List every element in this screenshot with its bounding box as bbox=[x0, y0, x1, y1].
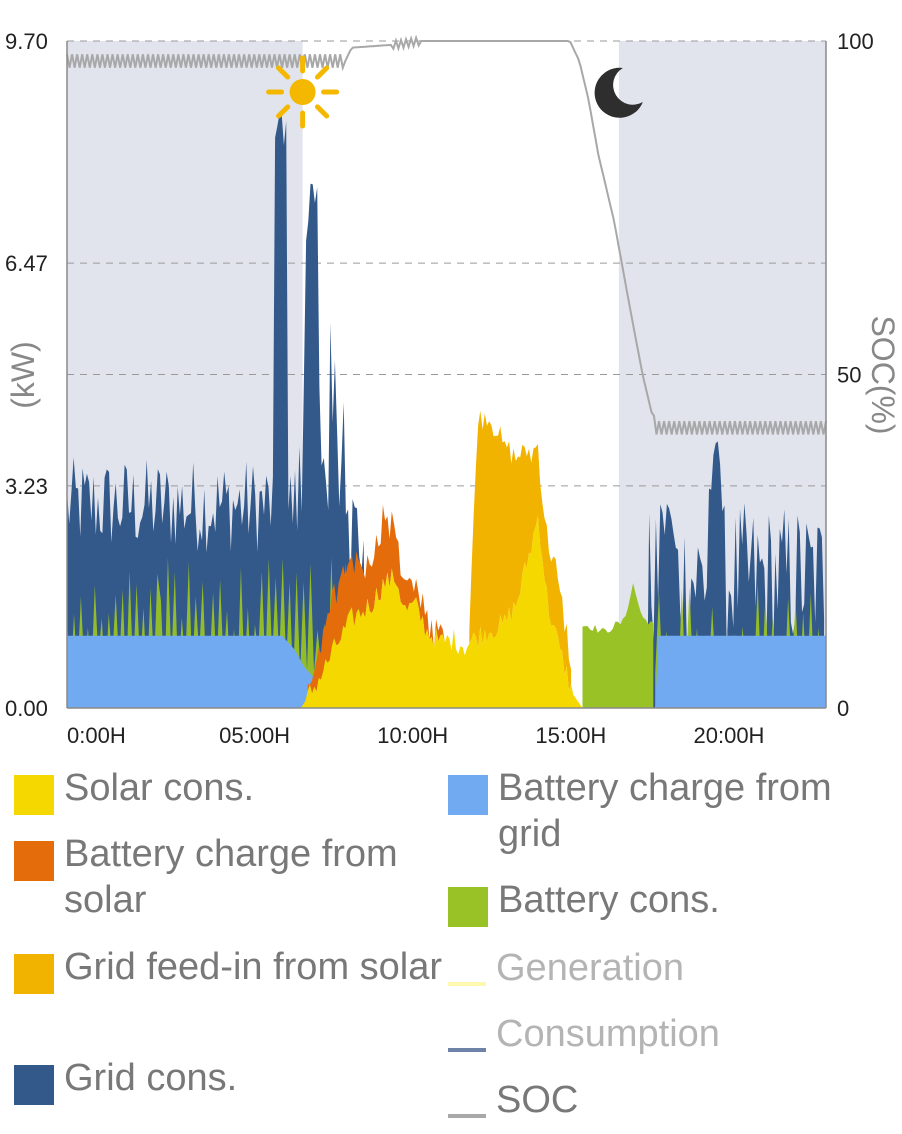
energy-chart: 0.00 3.23 6.47 9.70 0 50 100 0:00H 05:00H 10:00H 1… bbox=[5, 29, 901, 748]
axes bbox=[66, 41, 827, 709]
axis-labels: 0.00 3.23 6.47 9.70 0 50 100 0:00H 05:00H 10:00H 1… bbox=[5, 29, 901, 748]
legend-item-soc[interactable]: SOC bbox=[448, 1077, 578, 1123]
legend-swatch-solar-cons bbox=[14, 775, 54, 815]
legend-item-battery-charge-from-grid[interactable]: Battery charge from grid bbox=[448, 765, 888, 857]
sun-icon-ray-3 bbox=[276, 104, 291, 119]
area-battery-charge-from-solar bbox=[307, 504, 445, 694]
legend: Solar cons. Battery charge from solar Gr… bbox=[0, 755, 902, 1134]
y-right-tick-50: 50 bbox=[837, 363, 861, 388]
y-left-tick-0.00: 0.00 bbox=[5, 696, 48, 721]
y-right-tick-100: 100 bbox=[837, 29, 874, 54]
legend-label-soc: SOC bbox=[496, 1079, 579, 1121]
legend-item-generation[interactable]: Generation bbox=[448, 945, 684, 991]
legend-line-consumption bbox=[448, 1048, 486, 1052]
legend-swatch-battery-charge-from-grid bbox=[448, 775, 488, 815]
chart-areas bbox=[67, 113, 826, 709]
x-tick-10:00H: 10:00H bbox=[377, 723, 448, 748]
chart-icons bbox=[266, 55, 643, 129]
legend-label-grid-feed-in-from-solar: Grid feed-in from solar bbox=[64, 946, 443, 988]
legend-item-grid-feed-in-from-solar[interactable]: Grid feed-in from solar bbox=[14, 944, 444, 994]
legend-label-battery-charge-from-grid: Battery charge from grid bbox=[498, 767, 832, 855]
area-battery-charge-from-grid bbox=[67, 635, 826, 708]
sun-icon-disc bbox=[289, 79, 316, 105]
legend-swatch-battery-cons bbox=[448, 887, 488, 927]
x-tick-20:00H: 20:00H bbox=[694, 723, 765, 748]
area-solar-cons bbox=[301, 515, 583, 708]
sun-icon-ray-5 bbox=[276, 65, 291, 80]
legend-item-battery-charge-from-solar[interactable]: Battery charge from solar bbox=[14, 831, 444, 923]
moon-icon bbox=[594, 67, 643, 118]
sun-icon-ray-1 bbox=[314, 104, 330, 119]
x-tick-05:00H: 05:00H bbox=[219, 723, 290, 748]
sun-icon bbox=[266, 55, 340, 129]
legend-label-battery-charge-from-solar: Battery charge from solar bbox=[64, 833, 398, 921]
legend-swatch-battery-charge-from-solar bbox=[14, 841, 54, 881]
y-left-tick-9.70: 9.70 bbox=[5, 29, 48, 54]
x-tick-0:00H: 0:00H bbox=[67, 723, 126, 748]
legend-label-grid-cons: Grid cons. bbox=[64, 1057, 238, 1099]
legend-item-battery-cons[interactable]: Battery cons. bbox=[448, 877, 720, 927]
y-left-tick-3.23: 3.23 bbox=[5, 474, 48, 499]
legend-item-consumption[interactable]: Consumption bbox=[448, 1011, 720, 1057]
y-right-tick-0: 0 bbox=[837, 696, 849, 721]
legend-item-solar-cons[interactable]: Solar cons. bbox=[14, 765, 254, 815]
x-tick-15:00H: 15:00H bbox=[535, 723, 606, 748]
soc-line bbox=[66, 34, 827, 435]
legend-line-generation bbox=[448, 982, 486, 986]
legend-label-consumption: Consumption bbox=[496, 1013, 720, 1055]
legend-label-generation: Generation bbox=[496, 947, 685, 989]
area-battery-cons-afternoon bbox=[582, 583, 654, 708]
legend-label-solar-cons: Solar cons. bbox=[64, 767, 255, 809]
soc-line-group bbox=[66, 34, 827, 435]
y-left-axis-title: (kW) bbox=[5, 341, 41, 409]
legend-swatch-grid-cons bbox=[14, 1065, 54, 1105]
area-grid-feed-in-from-solar bbox=[469, 410, 572, 691]
legend-swatch-grid-feed-in-from-solar bbox=[14, 954, 54, 994]
y-left-tick-6.47: 6.47 bbox=[5, 251, 48, 276]
legend-line-soc bbox=[448, 1114, 486, 1118]
legend-label-battery-cons: Battery cons. bbox=[498, 879, 720, 921]
sun-icon-ray-7 bbox=[314, 65, 330, 80]
legend-item-grid-cons[interactable]: Grid cons. bbox=[14, 1055, 237, 1105]
area-grid-cons bbox=[67, 113, 825, 709]
y-right-axis-title: SOC(%) bbox=[865, 315, 901, 434]
